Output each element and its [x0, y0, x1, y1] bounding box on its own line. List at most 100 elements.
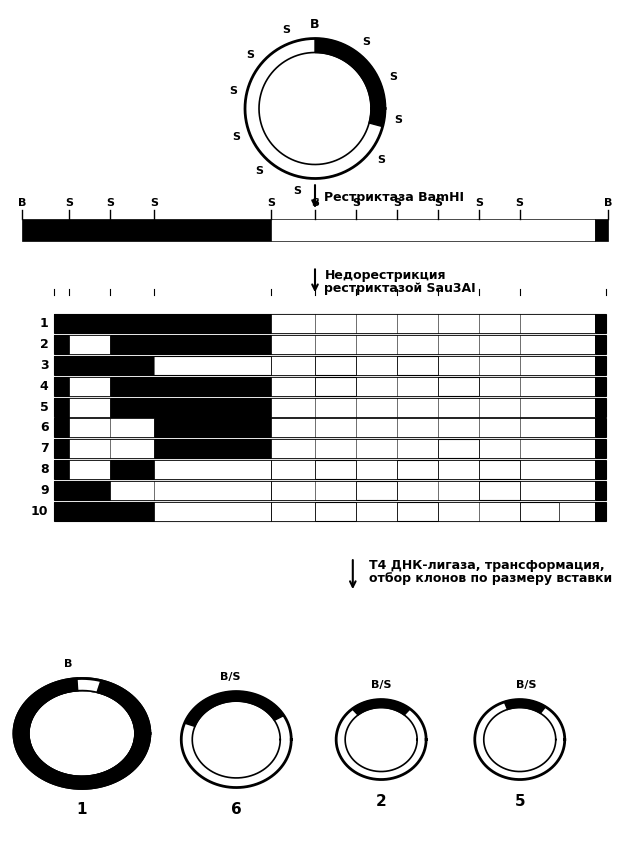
- Text: 1: 1: [77, 802, 87, 818]
- Bar: [438, 502, 520, 521]
- Bar: [397, 481, 479, 500]
- Text: S: S: [232, 132, 240, 142]
- Bar: [54, 356, 606, 375]
- Bar: [54, 439, 606, 458]
- Polygon shape: [315, 38, 385, 127]
- Bar: [271, 460, 315, 479]
- Bar: [54, 335, 69, 354]
- Bar: [154, 502, 271, 521]
- Bar: [54, 418, 69, 437]
- Bar: [595, 356, 606, 375]
- Bar: [271, 481, 356, 500]
- Bar: [595, 398, 606, 417]
- Text: S: S: [393, 198, 401, 207]
- Bar: [110, 377, 271, 396]
- Bar: [69, 439, 154, 458]
- Bar: [595, 418, 606, 437]
- Bar: [559, 502, 595, 521]
- Text: B: B: [604, 198, 612, 207]
- Text: S: S: [247, 49, 255, 60]
- Text: S: S: [229, 86, 237, 96]
- Bar: [154, 418, 271, 437]
- Bar: [438, 356, 595, 375]
- Bar: [110, 335, 271, 354]
- Text: 2: 2: [40, 339, 49, 351]
- Bar: [54, 398, 69, 417]
- Text: S: S: [363, 37, 370, 48]
- Text: 10: 10: [31, 505, 49, 517]
- Polygon shape: [505, 700, 546, 713]
- Text: S: S: [255, 166, 263, 176]
- Bar: [69, 460, 110, 479]
- Bar: [54, 314, 271, 333]
- Text: 7: 7: [40, 443, 49, 455]
- Text: S: S: [394, 115, 402, 125]
- Bar: [154, 439, 271, 458]
- Bar: [271, 219, 595, 241]
- Text: 5: 5: [40, 401, 49, 413]
- Bar: [69, 418, 154, 437]
- Bar: [154, 460, 271, 479]
- Text: рестриктазой Sau3AI: рестриктазой Sau3AI: [324, 282, 476, 294]
- Bar: [69, 335, 110, 354]
- Text: B: B: [310, 17, 320, 30]
- Bar: [356, 377, 438, 396]
- Polygon shape: [14, 679, 150, 788]
- Bar: [356, 460, 397, 479]
- Text: Т4 ДНК-лигаза, трансформация,: Т4 ДНК-лигаза, трансформация,: [369, 560, 604, 572]
- Bar: [595, 502, 606, 521]
- Bar: [520, 460, 595, 479]
- Bar: [54, 314, 606, 333]
- Text: S: S: [311, 198, 319, 207]
- Bar: [271, 418, 595, 437]
- Bar: [438, 460, 479, 479]
- Text: 2: 2: [375, 793, 387, 808]
- Text: 4: 4: [40, 380, 49, 392]
- Bar: [595, 219, 608, 241]
- Text: 5: 5: [515, 793, 525, 808]
- Bar: [271, 377, 315, 396]
- Text: S: S: [267, 198, 275, 207]
- Bar: [54, 398, 606, 417]
- Bar: [110, 460, 154, 479]
- Text: S: S: [516, 198, 524, 207]
- Polygon shape: [78, 679, 100, 692]
- Text: S: S: [352, 198, 360, 207]
- Bar: [271, 502, 315, 521]
- Bar: [69, 377, 110, 396]
- Bar: [595, 377, 606, 396]
- Polygon shape: [185, 692, 284, 727]
- Bar: [271, 439, 438, 458]
- Text: S: S: [389, 72, 397, 82]
- Bar: [69, 398, 110, 417]
- Text: B/S: B/S: [516, 680, 537, 690]
- Text: B: B: [64, 660, 72, 669]
- Bar: [54, 502, 606, 521]
- Text: 3: 3: [40, 359, 49, 372]
- Bar: [595, 439, 606, 458]
- Bar: [271, 398, 595, 417]
- Bar: [54, 439, 69, 458]
- Bar: [54, 335, 606, 354]
- Bar: [110, 398, 271, 417]
- Text: 6: 6: [231, 801, 242, 817]
- Text: B/S: B/S: [220, 672, 241, 681]
- Bar: [54, 356, 154, 375]
- Bar: [271, 356, 315, 375]
- Text: S: S: [282, 24, 290, 35]
- Bar: [479, 439, 595, 458]
- Bar: [54, 460, 606, 479]
- Text: S: S: [475, 198, 483, 207]
- Text: S: S: [434, 198, 442, 207]
- Text: 8: 8: [40, 464, 49, 476]
- Bar: [54, 460, 69, 479]
- Bar: [595, 335, 606, 354]
- Text: 1: 1: [40, 318, 49, 330]
- Text: S: S: [106, 198, 114, 207]
- Text: Рестриктаза BamHI: Рестриктаза BamHI: [324, 191, 464, 203]
- Bar: [54, 377, 606, 396]
- Bar: [356, 356, 397, 375]
- Text: S: S: [294, 186, 302, 195]
- Bar: [595, 460, 606, 479]
- Bar: [271, 335, 595, 354]
